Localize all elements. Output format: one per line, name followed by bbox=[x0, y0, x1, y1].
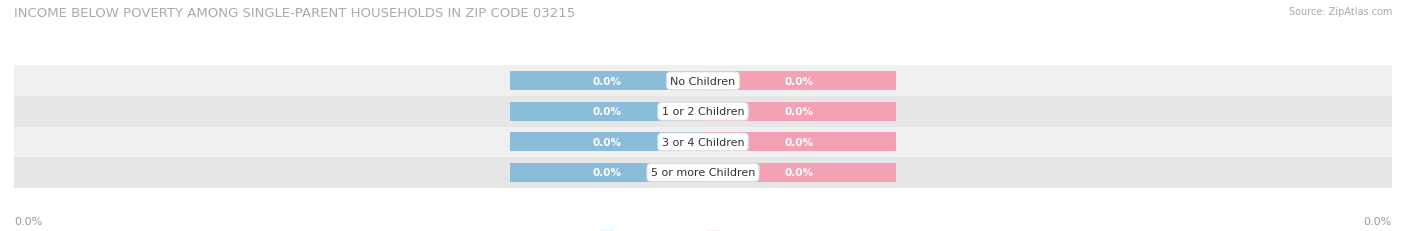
Bar bbox=[510, 163, 703, 182]
Text: Source: ZipAtlas.com: Source: ZipAtlas.com bbox=[1288, 7, 1392, 17]
Text: 0.0%: 0.0% bbox=[785, 137, 814, 147]
Bar bbox=[510, 72, 703, 91]
Text: 0.0%: 0.0% bbox=[785, 107, 814, 117]
Bar bbox=[510, 133, 703, 152]
Text: 0.0%: 0.0% bbox=[785, 76, 814, 86]
Legend: Single Father, Single Mother: Single Father, Single Mother bbox=[596, 226, 810, 231]
Bar bbox=[14, 66, 1392, 97]
Bar bbox=[14, 158, 1392, 188]
Bar bbox=[703, 163, 896, 182]
Bar bbox=[703, 102, 896, 121]
Text: 0.0%: 0.0% bbox=[14, 216, 42, 226]
Bar bbox=[703, 133, 896, 152]
Text: No Children: No Children bbox=[671, 76, 735, 86]
Text: 0.0%: 0.0% bbox=[1364, 216, 1392, 226]
Text: 0.0%: 0.0% bbox=[785, 168, 814, 178]
Text: 3 or 4 Children: 3 or 4 Children bbox=[662, 137, 744, 147]
Text: INCOME BELOW POVERTY AMONG SINGLE-PARENT HOUSEHOLDS IN ZIP CODE 03215: INCOME BELOW POVERTY AMONG SINGLE-PARENT… bbox=[14, 7, 575, 20]
Bar bbox=[703, 72, 896, 91]
Bar bbox=[14, 97, 1392, 127]
Text: 0.0%: 0.0% bbox=[592, 76, 621, 86]
Text: 1 or 2 Children: 1 or 2 Children bbox=[662, 107, 744, 117]
Text: 0.0%: 0.0% bbox=[592, 168, 621, 178]
Text: 0.0%: 0.0% bbox=[592, 107, 621, 117]
Text: 5 or more Children: 5 or more Children bbox=[651, 168, 755, 178]
Bar bbox=[510, 102, 703, 121]
Text: 0.0%: 0.0% bbox=[592, 137, 621, 147]
Bar bbox=[14, 127, 1392, 158]
